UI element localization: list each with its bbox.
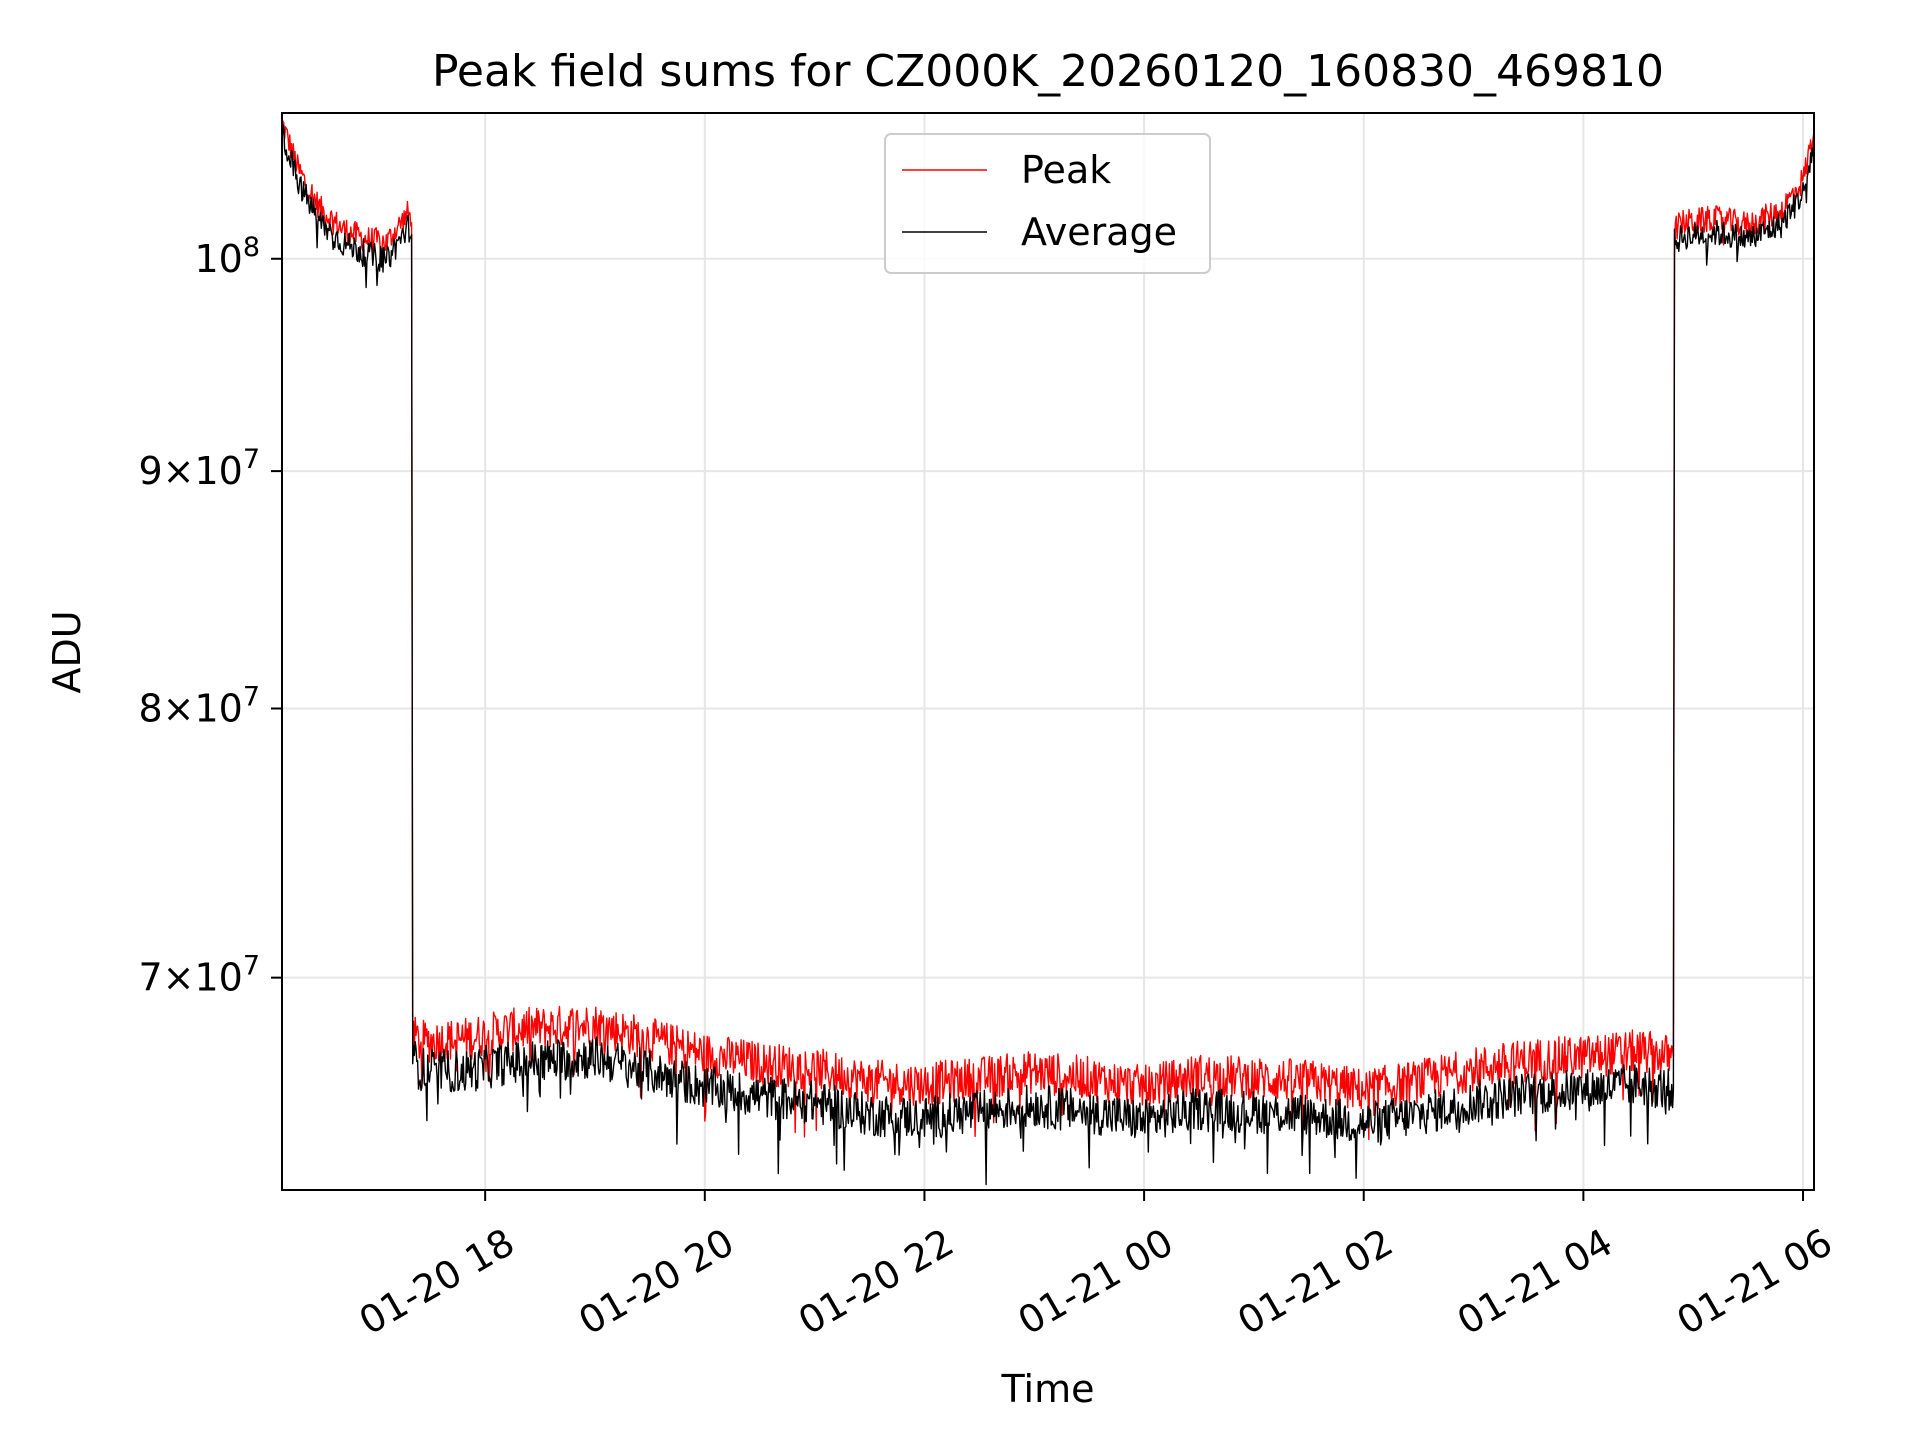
- y-tick-label-1: 9×107: [138, 444, 260, 493]
- legend-peak-label: Peak: [1021, 148, 1111, 192]
- y-tick-label-3: 7×107: [138, 951, 260, 1000]
- x-axis-label: Time: [1001, 1367, 1095, 1411]
- chart-title: Peak field sums for CZ000K_20260120_1608…: [432, 46, 1664, 97]
- legend: Peak Average: [885, 134, 1210, 273]
- y-tick-label-2: 8×107: [138, 682, 260, 731]
- legend-average-label: Average: [1021, 210, 1177, 254]
- chart-canvas: 01-20 18 01-20 20 01-20 22 01-21 00 01-21 02…: [0, 0, 1920, 1440]
- y-axis-label: ADU: [45, 610, 89, 693]
